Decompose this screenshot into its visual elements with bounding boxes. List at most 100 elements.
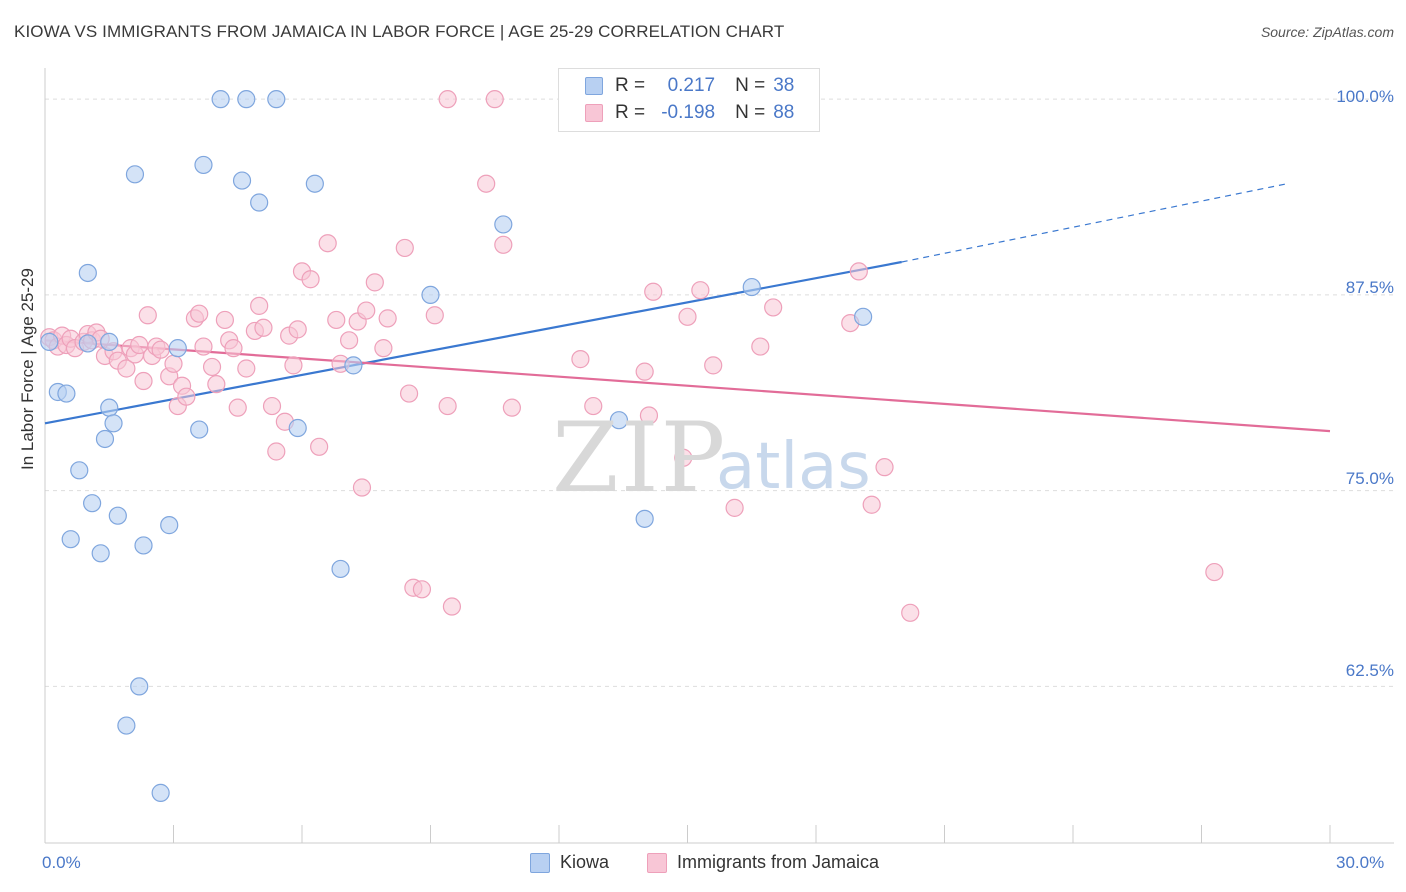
jamaica-point-54: [340, 331, 359, 350]
jamaica-point-74: [571, 350, 590, 369]
kiowa-point-27: [331, 559, 350, 579]
y-tick-label-75: 75.0%: [1345, 469, 1394, 488]
kiowa-point-18: [70, 461, 89, 480]
legend-item-kiowa: Kiowa: [530, 852, 609, 873]
kiowa-swatch: [585, 77, 603, 95]
kiowa-point-37: [151, 783, 170, 802]
jamaica-point-76: [635, 362, 654, 381]
kiowa-point-12: [250, 193, 269, 212]
kiowa-point-9: [267, 90, 286, 109]
jamaica-point-25: [164, 354, 183, 373]
jamaica-point-72: [502, 398, 521, 417]
jamaica-point-88: [862, 495, 881, 514]
kiowa-point-5: [78, 263, 97, 283]
legend-kiowa-swatch: [530, 852, 550, 873]
kiowa-point-25: [190, 420, 209, 439]
kiowa-point-20: [108, 506, 127, 525]
jamaica-point-68: [438, 90, 457, 109]
kiowa-point-7: [211, 90, 230, 109]
jamaica-point-49: [301, 270, 320, 289]
jamaica-point-19: [134, 371, 153, 391]
jamaica-point-52: [327, 310, 346, 330]
jamaica-point-59: [374, 339, 393, 358]
jamaica-point-43: [267, 442, 286, 461]
axes: [44, 68, 1394, 844]
jamaica-point-70: [477, 174, 496, 193]
jamaica-n-value: 88: [773, 102, 795, 123]
kiowa-r-value: 0.217: [667, 75, 716, 96]
kiowa-point-31: [609, 411, 629, 430]
legend-kiowa-label: Kiowa: [560, 852, 610, 872]
kiowa-point-26: [288, 418, 307, 438]
jamaica-point-30: [190, 304, 209, 323]
jamaica-point-36: [224, 339, 243, 358]
jamaica-point-91: [1205, 562, 1224, 582]
legend-row-jamaica: R = -0.198 N = 88: [585, 100, 794, 126]
jamaica-point-75: [584, 396, 603, 416]
jamaica-point-46: [284, 356, 303, 375]
jamaica-point-40: [250, 296, 269, 315]
jamaica-point-77: [639, 406, 659, 425]
jamaica-point-62: [395, 238, 414, 258]
kiowa-point-11: [232, 171, 252, 190]
kiowa-point-2: [57, 384, 76, 403]
legend-row-kiowa: R = 0.217 N = 38: [585, 73, 794, 99]
kiowa-point-22: [91, 544, 110, 563]
jamaica-point-82: [704, 356, 723, 375]
kiowa-r-label: R =: [615, 75, 646, 96]
jamaica-point-71: [494, 235, 513, 254]
trend-lines: [44, 183, 1331, 433]
jamaica-point-67: [442, 597, 462, 616]
jamaica-point-37: [228, 398, 247, 417]
kiowa-point-33: [742, 277, 761, 297]
jamaica-point-87: [849, 262, 868, 281]
kiowa-point-13: [305, 174, 324, 193]
jamaica-point-50: [310, 437, 329, 456]
watermark-zip: ZIP: [552, 402, 728, 514]
kiowa-point-30: [494, 215, 513, 234]
jamaica-point-42: [262, 396, 282, 416]
kiowa-point-29: [421, 285, 440, 304]
jamaica-point-61: [399, 384, 419, 403]
jamaica-trend-line: [44, 339, 1331, 433]
kiowa-point-23: [134, 536, 153, 555]
kiowa-point-0: [40, 332, 59, 351]
jamaica-point-33: [207, 375, 226, 394]
kiowa-point-32: [635, 509, 654, 528]
kiowa-point-35: [130, 677, 149, 696]
jamaica-point-41: [254, 318, 273, 337]
jamaica-point-79: [674, 448, 693, 467]
source-label: Source: ZipAtlas.com: [1260, 24, 1394, 40]
jamaica-point-38: [237, 359, 256, 378]
jamaica-point-34: [215, 310, 234, 330]
jamaica-point-69: [485, 90, 504, 109]
jamaica-point-84: [751, 337, 770, 356]
jamaica-point-85: [764, 298, 783, 317]
jamaica-point-83: [725, 498, 744, 517]
kiowa-point-14: [168, 339, 187, 358]
jamaica-r-label: R =: [615, 102, 646, 123]
y-tick-label-62-5: 62.5%: [1345, 661, 1394, 680]
kiowa-point-34: [854, 307, 873, 326]
series-jamaica-points: [40, 90, 1224, 622]
kiowa-point-8: [237, 90, 256, 109]
jamaica-point-90: [901, 603, 920, 622]
jamaica-point-89: [875, 458, 894, 477]
x-tick-label-max: 30.0%: [1336, 853, 1385, 872]
jamaica-point-58: [365, 273, 384, 292]
jamaica-point-56: [352, 478, 372, 497]
jamaica-point-78: [644, 282, 663, 301]
y-tick-label-87-5: 87.5%: [1345, 278, 1394, 297]
watermark-atlas: atlas: [716, 430, 871, 504]
jamaica-point-51: [318, 234, 337, 253]
jamaica-point-81: [691, 281, 710, 300]
kiowa-point-17: [95, 429, 115, 449]
kiowa-point-36: [117, 716, 136, 735]
x-tick-label-min: 0.0%: [42, 853, 81, 872]
jamaica-point-60: [378, 309, 397, 328]
jamaica-swatch: [585, 104, 603, 122]
kiowa-point-16: [104, 414, 123, 433]
series-legend: Kiowa Immigrants from Jamaica: [0, 852, 1406, 878]
jamaica-r-value: -0.198: [661, 102, 716, 123]
kiowa-point-21: [61, 530, 80, 549]
